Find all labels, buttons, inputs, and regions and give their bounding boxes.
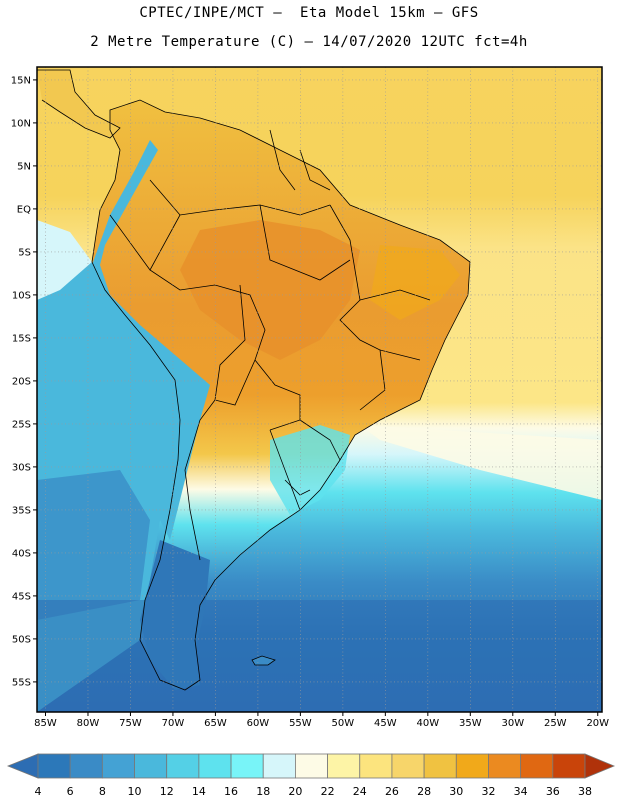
colorbar-cell bbox=[520, 753, 554, 779]
colorbar-high-arrow bbox=[584, 753, 616, 779]
lat-label: 5N bbox=[17, 161, 31, 172]
lon-label: 45W bbox=[374, 718, 397, 729]
colorbar-tick-label: 22 bbox=[321, 785, 335, 798]
colorbar-cell bbox=[37, 753, 71, 779]
colorbar-cell bbox=[455, 753, 489, 779]
lat-label: 15S bbox=[12, 333, 31, 344]
lat-label: 50S bbox=[12, 634, 31, 645]
lon-label: 75W bbox=[119, 718, 142, 729]
pacific-teal-water bbox=[37, 220, 92, 300]
lon-label: 60W bbox=[247, 718, 270, 729]
longitude-axis: 85W 80W 75W 70W 65W 60W 55W 50W 45W 40W 35W 30W 25W 2… bbox=[34, 712, 609, 729]
colorbar-tick-label: 26 bbox=[385, 785, 399, 798]
atlantic-warm-band bbox=[360, 425, 602, 500]
colorbar-tick-label: 12 bbox=[160, 785, 174, 798]
lon-label: 55W bbox=[289, 718, 312, 729]
patagonia-cold bbox=[140, 540, 210, 690]
lon-label: 80W bbox=[77, 718, 100, 729]
lat-label: 5S bbox=[18, 247, 31, 258]
graticule bbox=[37, 67, 602, 712]
lat-label: 40S bbox=[12, 548, 31, 559]
colorbar-tick-label: 32 bbox=[481, 785, 495, 798]
colorbar-cell bbox=[198, 753, 232, 779]
colorbar-cell bbox=[552, 753, 586, 779]
lat-label: 10S bbox=[12, 290, 31, 301]
colorbar-cell bbox=[166, 753, 200, 779]
lat-label: 35S bbox=[12, 505, 31, 516]
colorbar-tick-label: 24 bbox=[353, 785, 367, 798]
lon-label: 35W bbox=[459, 718, 482, 729]
colorbar-cell bbox=[488, 753, 522, 779]
lat-label: 30S bbox=[12, 462, 31, 473]
latitude-axis: 15N 10N 5N EQ 5S 10S 15S 20S 25S 30S 35S 40S 45S 50S 5… bbox=[11, 75, 37, 688]
colorbar-tick-label: 18 bbox=[256, 785, 270, 798]
lat-label: 20S bbox=[12, 376, 31, 387]
andes-cold-strip bbox=[92, 140, 210, 540]
colorbar-tick-label: 16 bbox=[224, 785, 238, 798]
colorbar-cell bbox=[327, 753, 361, 779]
south-america-land bbox=[92, 100, 470, 690]
lat-label: 15N bbox=[11, 75, 31, 86]
map-frame bbox=[36, 66, 603, 713]
colorbar-tick-label: 38 bbox=[578, 785, 592, 798]
lon-label: 30W bbox=[501, 718, 524, 729]
colorbar-cell bbox=[262, 753, 296, 779]
lon-label: 85W bbox=[34, 718, 57, 729]
amazon-hot-region bbox=[180, 220, 360, 360]
map-title-line-2: 2 Metre Temperature (C) – 14/07/2020 12U… bbox=[90, 34, 528, 50]
colorbar-cell bbox=[423, 753, 457, 779]
colorbar-tick-label: 34 bbox=[514, 785, 528, 798]
colorbar-cell bbox=[295, 753, 328, 779]
lon-label: 25W bbox=[544, 718, 567, 729]
colorbar-cell bbox=[359, 753, 393, 779]
colorbar-cell bbox=[101, 753, 135, 779]
colorbar-tick-label: 36 bbox=[546, 785, 560, 798]
country-borders bbox=[37, 69, 471, 691]
lon-label: 70W bbox=[162, 718, 185, 729]
colorbar-tick-label: 10 bbox=[128, 785, 142, 798]
colorbar-tick-label: 14 bbox=[192, 785, 206, 798]
lon-label: 40W bbox=[417, 718, 440, 729]
colorbar-cell bbox=[134, 753, 168, 779]
colorbar-tick-label: 30 bbox=[449, 785, 463, 798]
lat-label: 45S bbox=[12, 591, 31, 602]
map-title-line-1: CPTEC/INPE/MCT – Eta Model 15km – GFS bbox=[139, 5, 479, 21]
colorbar-tick-label: 8 bbox=[99, 785, 106, 798]
colorbar-tick-label: 6 bbox=[67, 785, 74, 798]
lat-label: 55S bbox=[12, 677, 31, 688]
lat-label: 25S bbox=[12, 419, 31, 430]
central-america-land bbox=[37, 70, 120, 138]
colorbar-tick-label: 20 bbox=[288, 785, 302, 798]
pacific-deep-water bbox=[37, 470, 150, 620]
colorbar-cell bbox=[391, 753, 425, 779]
lat-label: 10N bbox=[11, 118, 31, 129]
lon-label: 65W bbox=[204, 718, 227, 729]
colorbar-cell bbox=[69, 753, 103, 779]
colorbar-tick-label: 28 bbox=[417, 785, 431, 798]
colorbar-cell bbox=[230, 753, 264, 779]
colorbar-low-arrow bbox=[6, 753, 39, 779]
northeast-hot-region bbox=[370, 245, 460, 320]
south-brazil-cool bbox=[270, 425, 350, 515]
lon-label: 50W bbox=[332, 718, 355, 729]
lon-label: 20W bbox=[586, 718, 609, 729]
lat-label: EQ bbox=[17, 204, 31, 215]
colorbar-tick-label: 4 bbox=[35, 785, 42, 798]
